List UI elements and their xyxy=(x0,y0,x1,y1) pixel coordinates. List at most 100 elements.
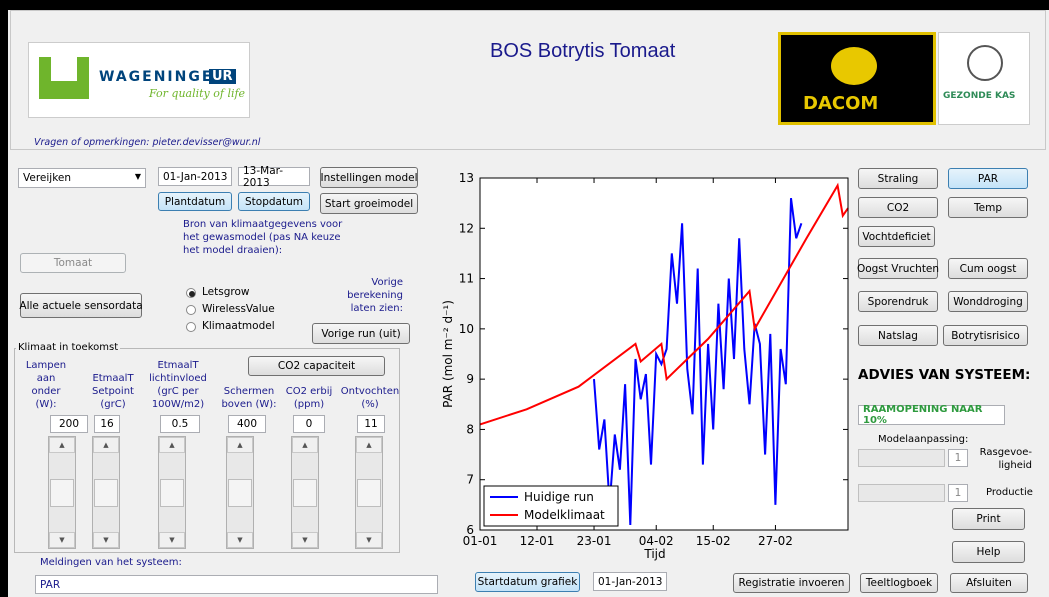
radio-label: Klimaatmodel xyxy=(202,320,275,332)
chart-startdate: 01-Jan-2013 xyxy=(598,575,663,588)
slider-up[interactable]: ▲ xyxy=(227,437,253,453)
wur-tagline: For quality of life xyxy=(149,87,246,100)
slider2-value-field: 1 xyxy=(948,484,968,502)
register-button[interactable]: Registratie invoeren xyxy=(733,573,850,593)
view-button[interactable]: PAR xyxy=(948,168,1028,189)
gezonde-kas-text: GEZONDE KAS xyxy=(943,91,1016,101)
slider-thumb[interactable] xyxy=(94,479,118,507)
slider2-value: 1 xyxy=(954,487,962,499)
stop-date-field[interactable]: 13-Mar-2013 xyxy=(238,165,310,189)
vertical-slider[interactable]: ▲ ▼ xyxy=(355,436,383,549)
slider-down[interactable]: ▼ xyxy=(356,532,382,548)
gezonde-kas-logo: GEZONDE KAS xyxy=(938,32,1030,125)
slider-down[interactable]: ▼ xyxy=(292,532,318,548)
view-button[interactable]: Oogst Vruchten xyxy=(857,258,939,279)
advice-title: ADVIES VAN SYSTEEM: xyxy=(858,367,1031,383)
view-button[interactable]: Botrytisrisico xyxy=(943,325,1028,346)
radio-button[interactable] xyxy=(186,322,196,332)
slider-up[interactable]: ▲ xyxy=(159,437,185,453)
plant-date-button[interactable]: Plantdatum xyxy=(158,192,232,211)
model-adjust-label: Modelaanpassing: xyxy=(878,434,969,445)
previous-run-button[interactable]: Vorige run (uit) xyxy=(312,323,410,344)
print-button[interactable]: Print xyxy=(952,508,1025,530)
contact-text: Vragen of opmerkingen: pieter.devisser@w… xyxy=(34,137,261,148)
start-model-button[interactable]: Start groeimodel xyxy=(320,193,418,214)
location-value: Vereijken xyxy=(23,172,72,184)
column-header: Ontvochten (%) xyxy=(340,386,400,410)
slider1-label: Rasgevoe-ligheid xyxy=(979,447,1032,471)
radio-dot xyxy=(189,291,195,297)
source-text: Bron van klimaatgegevens voor het gewasm… xyxy=(183,219,343,256)
radio-label: WirelessValue xyxy=(202,303,275,315)
view-button[interactable]: Wonddroging xyxy=(948,291,1028,312)
slider-productie[interactable] xyxy=(858,484,945,502)
view-button[interactable]: Straling xyxy=(858,168,938,189)
slider-down[interactable]: ▼ xyxy=(93,532,119,548)
slider-thumb[interactable] xyxy=(50,479,74,507)
slider1-value: 1 xyxy=(954,452,962,464)
column-value: 0.5 xyxy=(171,418,189,430)
view-button[interactable]: CO2 xyxy=(858,197,938,218)
slider-down[interactable]: ▼ xyxy=(159,532,185,548)
column-value: 11 xyxy=(364,418,378,430)
slider-thumb[interactable] xyxy=(160,479,184,507)
radio-label: Letsgrow xyxy=(202,286,250,298)
column-value: 16 xyxy=(100,418,114,430)
help-button[interactable]: Help xyxy=(952,541,1025,563)
start-date-field[interactable]: 01-Jan-2013 xyxy=(158,167,232,186)
wur-logo-text: WAGENINGEN xyxy=(99,69,228,85)
co2-capacity-button[interactable]: CO2 capaciteit xyxy=(248,356,385,376)
slider-rasgevoeligheid[interactable] xyxy=(858,449,945,467)
column-input[interactable]: 0 xyxy=(293,415,325,433)
slider-down[interactable]: ▼ xyxy=(49,532,75,548)
gezonde-kas-mark xyxy=(967,45,1003,81)
slider-up[interactable]: ▲ xyxy=(49,437,75,453)
column-input[interactable]: 11 xyxy=(357,415,385,433)
slider-up[interactable]: ▲ xyxy=(292,437,318,453)
location-dropdown[interactable]: Vereijken ▼ xyxy=(18,168,146,188)
future-group-label: Klimaat in toekomst xyxy=(16,342,121,353)
slider-down[interactable]: ▼ xyxy=(227,532,253,548)
close-button[interactable]: Afsluiten xyxy=(950,573,1028,593)
column-input[interactable]: 0.5 xyxy=(160,415,200,433)
sensor-data-button[interactable]: Alle actuele sensordata xyxy=(19,293,143,318)
slider-up[interactable]: ▲ xyxy=(93,437,119,453)
column-input[interactable]: 400 xyxy=(228,415,266,433)
vertical-slider[interactable]: ▲ ▼ xyxy=(158,436,186,549)
wur-logo: WAGENINGEN UR For quality of life xyxy=(28,42,250,118)
slider-thumb[interactable] xyxy=(357,479,381,507)
vertical-slider[interactable]: ▲ ▼ xyxy=(291,436,319,549)
settings-button[interactable]: Instellingen model xyxy=(320,167,418,188)
messages-text: PAR xyxy=(40,578,61,591)
column-input[interactable]: 16 xyxy=(94,415,120,433)
vertical-slider[interactable]: ▲ ▼ xyxy=(48,436,76,549)
dacom-logo: DACOM xyxy=(778,32,936,125)
column-header: Schermen boven (W): xyxy=(221,386,277,410)
view-button[interactable]: Natslag xyxy=(858,325,938,346)
column-value: 400 xyxy=(236,418,258,430)
chart-startdate-field[interactable]: 01-Jan-2013 xyxy=(593,572,667,591)
slider-thumb[interactable] xyxy=(228,479,252,507)
slider2-label: Productie xyxy=(986,487,1033,498)
chart-startdate-button[interactable]: Startdatum grafiek xyxy=(475,572,580,592)
slider-thumb[interactable] xyxy=(293,479,317,507)
vertical-slider[interactable]: ▲ ▼ xyxy=(92,436,120,549)
view-button[interactable]: Cum oogst xyxy=(948,258,1028,279)
slider-up[interactable]: ▲ xyxy=(356,437,382,453)
stop-date-button[interactable]: Stopdatum xyxy=(238,192,310,211)
future-group xyxy=(14,348,400,553)
dropdown-arrow: ▼ xyxy=(134,172,141,181)
radio-button[interactable] xyxy=(186,305,196,315)
logbook-button[interactable]: Teeltlogboek xyxy=(860,573,938,593)
previous-text: Vorige berekening laten zien: xyxy=(347,277,403,314)
view-button[interactable]: Temp xyxy=(948,197,1028,218)
column-input[interactable]: 200 xyxy=(50,415,88,433)
vertical-slider[interactable]: ▲ ▼ xyxy=(226,436,254,549)
app-window: WAGENINGEN UR For quality of life BOS Bo… xyxy=(8,10,1049,597)
column-value: 200 xyxy=(58,418,80,430)
messages-field: PAR xyxy=(35,575,438,594)
view-button[interactable]: Sporendruk xyxy=(858,291,938,312)
view-button[interactable]: Vochtdeficiet xyxy=(858,226,935,247)
dacom-logo-text: DACOM xyxy=(803,93,879,114)
